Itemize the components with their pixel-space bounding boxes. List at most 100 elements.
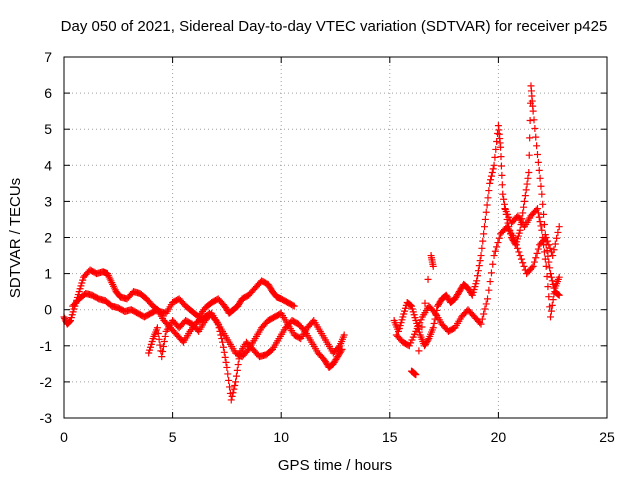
- data-point: [538, 190, 546, 198]
- data-point: [555, 291, 563, 299]
- data-point: [528, 264, 536, 272]
- x-tick-label: 10: [273, 429, 289, 445]
- data-point: [543, 272, 551, 280]
- data-point: [535, 213, 543, 221]
- data-point: [482, 300, 490, 308]
- data-point: [421, 299, 429, 307]
- y-tick-label: 5: [44, 121, 52, 137]
- data-point: [553, 234, 561, 242]
- data-point: [534, 245, 542, 253]
- data-point: [214, 320, 222, 328]
- y-tick-label: 0: [44, 302, 52, 318]
- data-point: [498, 171, 506, 179]
- data-point: [155, 335, 163, 343]
- data-point: [493, 243, 501, 251]
- data-point: [154, 330, 162, 338]
- x-tick-label: 25: [599, 429, 615, 445]
- data-point: [499, 190, 507, 198]
- data-point: [546, 264, 554, 272]
- data-point: [540, 241, 548, 249]
- y-tick-label: 2: [44, 230, 52, 246]
- data-point: [489, 260, 497, 268]
- data-point: [477, 320, 485, 328]
- data-point: [473, 277, 481, 285]
- data-point: [480, 230, 488, 238]
- data-point: [500, 195, 508, 203]
- data-point: [547, 273, 555, 281]
- data-point: [547, 313, 555, 321]
- y-tick-label: 3: [44, 193, 52, 209]
- data-point: [523, 180, 531, 188]
- data-point: [484, 194, 492, 202]
- data-point: [532, 254, 540, 262]
- data-point: [215, 324, 223, 332]
- plot-area: [60, 82, 563, 404]
- data-point: [490, 161, 498, 169]
- data-point: [529, 262, 537, 270]
- data-point: [223, 363, 231, 371]
- data-point: [228, 392, 236, 400]
- data-point: [156, 341, 164, 349]
- data-point: [534, 209, 542, 217]
- data-point: [548, 277, 556, 285]
- data-point: [498, 181, 506, 189]
- data-point: [537, 222, 545, 230]
- data-point: [515, 248, 523, 256]
- data-point: [526, 134, 534, 142]
- y-tick-label: -1: [40, 338, 53, 354]
- data-point: [510, 234, 518, 241]
- data-point: [521, 192, 529, 200]
- data-point: [415, 347, 423, 355]
- data-point: [491, 153, 499, 161]
- data-point: [243, 347, 251, 355]
- data-point: [540, 248, 548, 256]
- data-point: [512, 241, 520, 249]
- data-point: [539, 234, 547, 241]
- data-point: [480, 310, 488, 318]
- data-point: [424, 336, 432, 344]
- data-point: [229, 389, 237, 397]
- y-tick-label: -3: [40, 410, 53, 426]
- data-point: [497, 162, 505, 170]
- data-point: [541, 255, 549, 263]
- data-point: [536, 218, 544, 226]
- data-point: [485, 187, 493, 195]
- data-point: [300, 326, 308, 334]
- data-point: [486, 278, 494, 286]
- data-point: [474, 267, 482, 275]
- data-point: [519, 209, 527, 217]
- data-point: [225, 376, 233, 384]
- data-point: [533, 142, 541, 150]
- data-point: [549, 296, 557, 304]
- data-point: [488, 169, 496, 177]
- data-point: [517, 255, 525, 263]
- data-point: [555, 223, 563, 231]
- data-point: [219, 343, 227, 351]
- data-point: [540, 210, 548, 218]
- data-point: [483, 201, 491, 209]
- data-point: [481, 215, 489, 223]
- data-point: [429, 262, 437, 270]
- data-point: [338, 345, 346, 353]
- data-point: [520, 197, 528, 205]
- series-trace-e: [392, 223, 563, 350]
- data-point: [478, 244, 486, 252]
- data-point: [514, 244, 522, 252]
- data-point: [65, 318, 73, 326]
- data-point: [530, 258, 538, 266]
- data-point: [539, 200, 547, 208]
- data-point: [536, 174, 544, 182]
- data-point: [494, 239, 502, 247]
- data-point: [235, 355, 243, 363]
- data-point: [161, 332, 169, 340]
- data-point: [546, 244, 554, 252]
- chart-title: Day 050 of 2021, Sidereal Day-to-day VTE…: [61, 18, 608, 35]
- data-point: [159, 348, 167, 356]
- data-point: [542, 262, 550, 270]
- data-point: [340, 331, 348, 339]
- data-point: [533, 249, 541, 257]
- data-point: [220, 348, 228, 356]
- data-point: [482, 208, 490, 216]
- data-point: [550, 246, 558, 254]
- data-point: [545, 293, 553, 301]
